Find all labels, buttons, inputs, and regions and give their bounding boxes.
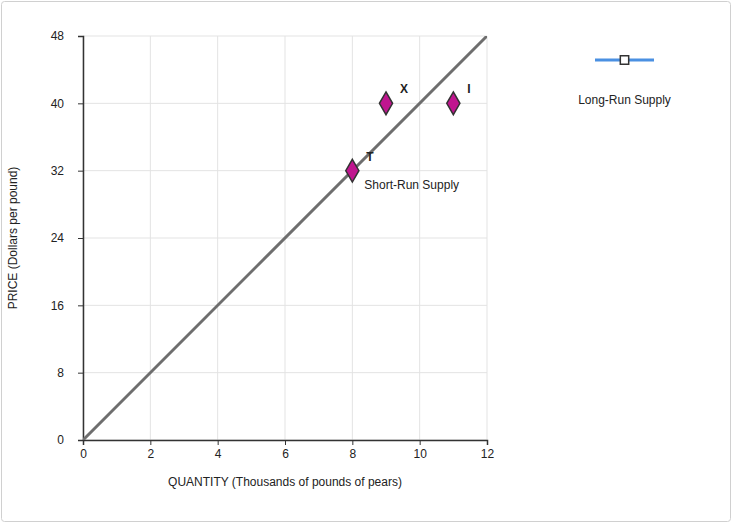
point	[379, 92, 392, 115]
point	[447, 92, 460, 115]
tick: 24	[51, 231, 83, 245]
tick: 40	[51, 97, 83, 111]
grid	[83, 36, 487, 440]
tick: 8	[349, 440, 356, 461]
legend-label: Long-Run Supply	[578, 93, 671, 107]
chart: 024681012081624324048TXIShort-Run Supply…	[0, 0, 732, 524]
x-axis: 0 2 4 6 8 10 12	[80, 440, 494, 461]
tick-mark	[78, 373, 83, 374]
marks	[83, 36, 487, 440]
point-label: X	[400, 82, 408, 96]
tick: 8	[57, 366, 83, 380]
tick-mark	[285, 440, 286, 445]
tick-label: 16	[51, 299, 65, 313]
tick-label: 0	[57, 433, 64, 447]
tick-mark	[352, 440, 353, 445]
plot: 024681012081624324048TXIShort-Run Supply	[51, 29, 495, 460]
tick-mark	[78, 171, 83, 172]
labels: T X I Short-Run Supply	[364, 82, 470, 191]
grid-line-y	[83, 305, 487, 306]
grid-line-y	[83, 36, 487, 37]
axis-line	[84, 441, 488, 446]
tick-mark	[78, 238, 83, 239]
series-line	[83, 36, 487, 440]
tick-label: 12	[481, 447, 495, 461]
tick-label: 6	[282, 447, 289, 461]
tick: 16	[51, 299, 83, 313]
tick: 2	[147, 440, 154, 461]
annotation: Short-Run Supply	[364, 178, 459, 192]
tick-label: 8	[57, 366, 64, 380]
tick: 12	[481, 440, 495, 461]
legend: Long-Run Supply	[578, 56, 671, 107]
grid-line-y	[83, 170, 487, 171]
tick-label: 0	[80, 447, 87, 461]
y-axis: 0 8 16 24 32 40 48	[51, 29, 84, 447]
tick: 4	[215, 440, 222, 461]
tick-label: 32	[51, 164, 65, 178]
tick: 0	[80, 440, 87, 461]
point-label: I	[467, 82, 470, 96]
tick: 32	[51, 164, 83, 178]
point-label: T	[366, 150, 374, 164]
tick-label: 4	[215, 447, 222, 461]
legend-marker	[620, 56, 628, 64]
tick-mark	[78, 440, 83, 441]
tick-mark	[218, 440, 219, 445]
x-axis-title: QUANTITY (Thousands of pounds of pears)	[168, 475, 402, 489]
tick-mark	[78, 103, 83, 104]
tick-mark	[420, 440, 421, 445]
tick: 0	[57, 433, 83, 447]
tick-mark	[150, 440, 151, 445]
grid-line-y	[83, 372, 487, 373]
tick: 48	[51, 29, 83, 43]
tick: 6	[282, 440, 289, 461]
tick-mark	[487, 440, 488, 445]
tick-mark	[78, 36, 83, 37]
tick-label: 40	[51, 97, 65, 111]
tick-label: 48	[51, 29, 65, 43]
frame	[2, 2, 731, 522]
tick-label: 2	[147, 447, 154, 461]
tick-label: 8	[349, 447, 356, 461]
tick-mark	[78, 305, 83, 306]
axis-line	[78, 37, 84, 441]
tick: 10	[413, 440, 427, 461]
y-axis-title: PRICE (Dollars per pound)	[6, 167, 20, 310]
tick-label: 10	[413, 447, 427, 461]
point	[346, 159, 359, 182]
tick-label: 24	[51, 231, 65, 245]
grid-line-y	[83, 103, 487, 104]
